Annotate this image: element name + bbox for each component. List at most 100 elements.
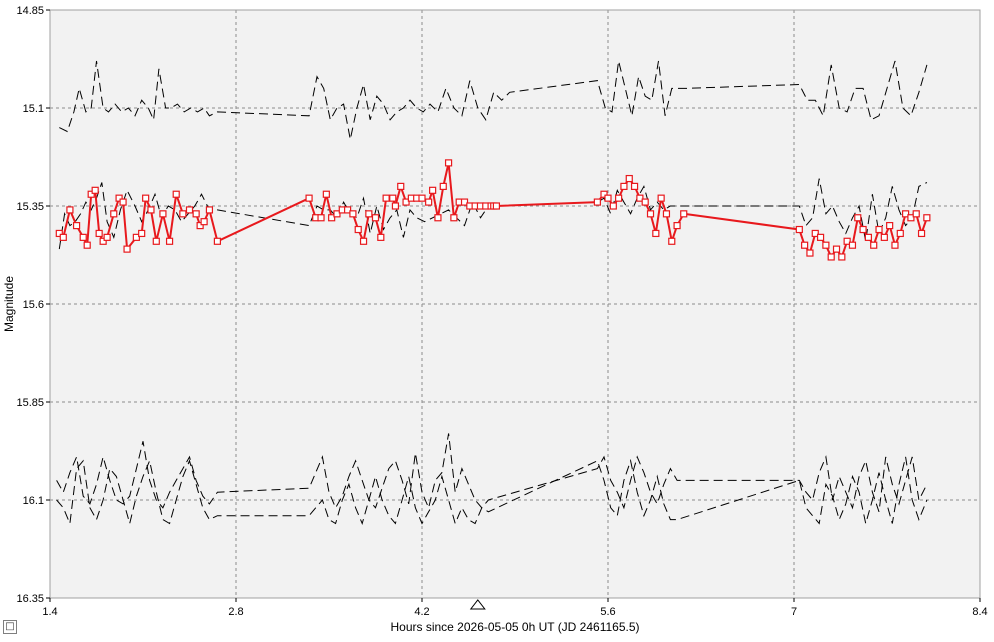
target-data-point [843, 237, 851, 245]
target-data-point [377, 233, 385, 241]
target-data-point [680, 210, 688, 218]
y-tick-label: 15.6 [23, 299, 44, 311]
y-tick-label: 15.85 [16, 397, 44, 409]
target-data-point [72, 222, 81, 230]
target-data-point [923, 214, 931, 222]
y-axis-title: Magnitude [2, 276, 16, 332]
x-axis-title: Hours since 2026-05-05 0h UT (JD 2461165… [390, 620, 639, 634]
target-data-point [880, 233, 888, 241]
target-data-point [159, 210, 167, 218]
target-data-point [132, 233, 140, 241]
x-tick-label: 2.8 [228, 606, 243, 618]
target-data-point [859, 225, 867, 234]
target-data-point [801, 241, 809, 249]
target-data-point [172, 190, 180, 198]
target-data-point [83, 241, 91, 249]
target-data-point [625, 174, 633, 183]
target-data-point [434, 214, 442, 222]
target-data-point [630, 182, 639, 190]
target-data-point [795, 225, 803, 234]
target-data-point [604, 194, 612, 202]
target-data-point [450, 214, 458, 222]
target-data-point [333, 210, 341, 218]
target-data-point [870, 241, 878, 249]
target-data-point [305, 194, 313, 202]
target-series [55, 159, 931, 261]
target-data-point [673, 222, 681, 230]
target-data-point [429, 186, 437, 194]
target-data-point [152, 237, 160, 245]
y-tick-label: 14.85 [16, 5, 44, 17]
target-data-point [391, 202, 400, 210]
target-data-point [142, 194, 150, 202]
target-data-point [827, 253, 835, 261]
comparison-1-line [59, 60, 928, 140]
target-data-point [179, 210, 187, 218]
target-data-point [912, 210, 920, 218]
target-data-point [600, 190, 608, 198]
target-data-point [917, 229, 926, 238]
target-data-point [55, 229, 63, 238]
target-data-point [657, 194, 665, 202]
comparison-4-line [56, 456, 928, 526]
time-marker-triangle[interactable] [469, 599, 486, 610]
target-data-point [147, 206, 155, 214]
target-data-point [891, 241, 899, 249]
target-data-point [205, 206, 214, 214]
target-data-point [192, 210, 200, 218]
target-data-point [95, 229, 103, 238]
target-data-point [99, 237, 107, 245]
target-data-point [365, 210, 373, 218]
target-data-point [886, 222, 894, 230]
y-tick-label: 16.35 [16, 593, 44, 605]
target-data-point [79, 233, 87, 241]
target-data-point [652, 229, 660, 238]
target-data-point [864, 233, 873, 241]
target-data-point [593, 198, 601, 206]
target-data-point [328, 214, 336, 222]
target-data-point [322, 190, 330, 198]
target-data-point [425, 198, 433, 206]
target-data-point [901, 210, 910, 218]
x-tick-label: 8.4 [972, 606, 987, 618]
target-data-point [838, 253, 846, 261]
target-data-point [196, 222, 204, 230]
target-data-point [641, 198, 649, 206]
target-data-point [418, 194, 426, 202]
target-data-point [620, 182, 628, 190]
target-data-point [185, 206, 194, 214]
corner-toggle-button[interactable]: □ [3, 620, 17, 634]
x-tick-label: 1.4 [42, 606, 57, 618]
target-data-point [123, 245, 131, 253]
target-data-point [646, 210, 655, 218]
target-data-point [402, 198, 410, 206]
target-data-point [200, 218, 208, 226]
y-tick-label: 15.35 [16, 201, 44, 213]
x-tick-label: 4.2 [414, 606, 429, 618]
x-tick-label: 7 [791, 606, 797, 618]
target-data-point [115, 194, 123, 202]
target-data-point [832, 245, 841, 253]
target-data-point [460, 198, 469, 206]
target-data-point [907, 214, 915, 222]
target-data-point [636, 194, 644, 202]
target-data-point [110, 210, 118, 218]
target-data-point [896, 229, 904, 238]
target-data-point [344, 206, 352, 214]
target-data-point [662, 210, 671, 218]
target-data-point [389, 194, 397, 202]
target-data-point [854, 214, 862, 222]
target-data-point [397, 182, 405, 190]
target-data-point [609, 202, 617, 210]
target-data-point [119, 198, 127, 206]
target-data-point [822, 241, 830, 249]
target-data-point [359, 237, 368, 245]
target-data-point [354, 225, 362, 234]
target-data-point [848, 241, 857, 249]
target-data-point [806, 249, 814, 257]
target-data-point [492, 202, 500, 210]
target-data-point [382, 194, 390, 202]
target-data-point [103, 233, 111, 241]
comparison-3-line [56, 433, 928, 512]
